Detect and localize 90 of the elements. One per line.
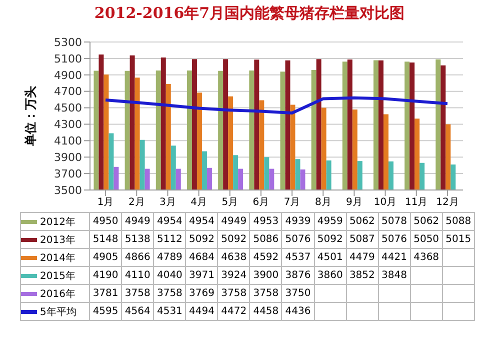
data-label: 4638: [218, 248, 250, 266]
y-tick-label: 4100: [54, 134, 82, 148]
data-label: 3860: [314, 266, 346, 284]
data-label: 4110: [122, 266, 154, 284]
y-tick-label: 4700: [54, 85, 82, 98]
data-label: 5078: [378, 212, 410, 230]
data-label: 4458: [250, 302, 282, 320]
data-label: 4939: [282, 212, 314, 230]
y-tick-label: 4500: [54, 102, 82, 115]
data-label: 4949: [122, 212, 154, 230]
data-label: 3758: [122, 284, 154, 302]
data-label: 5112: [154, 230, 186, 248]
data-label: 3758: [154, 284, 186, 302]
data-label: 4479: [346, 248, 378, 266]
data-label: 4953: [250, 212, 282, 230]
y-tick-label: 5300: [54, 36, 82, 49]
data-label: 3924: [218, 266, 250, 284]
data-label: 4421: [378, 248, 410, 266]
data-label: 5138: [122, 230, 154, 248]
data-label: 5050: [410, 230, 442, 248]
data-label: 4954: [154, 212, 186, 230]
data-label: 4905: [90, 248, 122, 266]
y-tick-label: 3900: [54, 151, 82, 164]
y-tick-label: 3500: [54, 184, 82, 197]
data-label: 4954: [186, 212, 218, 230]
x-tick-label: 11月: [405, 197, 428, 208]
data-label: 4501: [314, 248, 346, 266]
data-label: 5076: [378, 230, 410, 248]
x-tick-label: 4月: [190, 197, 207, 208]
data-label: 3750: [282, 284, 314, 302]
data-label: 4531: [154, 302, 186, 320]
data-label: 4494: [186, 302, 218, 320]
data-label: 5087: [346, 230, 378, 248]
x-tick-label: 2月: [128, 197, 145, 208]
data-label: 4472: [218, 302, 250, 320]
data-label: 4595: [90, 302, 122, 320]
x-tick-label: 10月: [374, 197, 397, 208]
x-tick-label: 1月: [97, 197, 114, 208]
y-axis-title: 单位：万头: [23, 86, 38, 147]
x-tick-label: 7月: [284, 197, 300, 208]
data-label: 3971: [186, 266, 218, 284]
data-label: 3876: [282, 266, 314, 284]
x-tick-label: 3月: [160, 197, 176, 208]
data-label: 3758: [250, 284, 282, 302]
data-label: 4684: [186, 248, 218, 266]
data-label: 4959: [314, 212, 346, 230]
x-tick-label: 6月: [252, 197, 270, 208]
legend-label: 2015年: [40, 270, 76, 282]
data-label: 5062: [346, 212, 378, 230]
legend-label: 2014年: [40, 252, 76, 264]
data-label: 5086: [250, 230, 282, 248]
y-tick-label: 4300: [54, 118, 82, 132]
data-label: 5092: [314, 230, 346, 248]
data-label: 5148: [90, 230, 122, 248]
x-tick-label: 12月: [436, 197, 459, 208]
data-label: 4040: [154, 266, 186, 284]
data-label: 4436: [282, 302, 314, 320]
data-label: 4368: [410, 248, 442, 266]
x-tick-label: 9月: [346, 197, 362, 208]
data-label: 3848: [378, 266, 410, 284]
data-label: 5015: [442, 230, 474, 248]
data-label: 4190: [90, 266, 122, 284]
data-label: 4592: [250, 248, 282, 266]
data-label: 5092: [186, 230, 218, 248]
data-label: 3769: [186, 284, 218, 302]
chart-title: 2012-2016年7月国内能繁母猪存栏量对比图: [93, 4, 406, 23]
data-label: 5092: [218, 230, 250, 248]
x-tick-label: 8月: [314, 197, 332, 208]
data-label: 4950: [90, 212, 122, 230]
data-label: 3852: [346, 266, 378, 284]
data-label: 3758: [218, 284, 250, 302]
data-label: 3900: [250, 266, 282, 284]
data-label: 5062: [410, 212, 442, 230]
legend-label: 2012年: [40, 216, 76, 228]
legend-label: 2016年: [40, 288, 76, 300]
y-tick-label: 3700: [54, 167, 82, 180]
data-label: 4866: [122, 248, 154, 266]
data-label: 4564: [122, 302, 154, 320]
legend-label: 2013年: [40, 234, 76, 246]
data-label: 4949: [218, 212, 250, 230]
data-label: 5076: [282, 230, 314, 248]
data-label: 5088: [442, 212, 474, 230]
x-tick-label: 5月: [222, 197, 238, 208]
y-tick-label: 5100: [54, 52, 82, 66]
data-label: 3781: [90, 284, 122, 302]
data-label: 4537: [282, 248, 314, 266]
data-label: 4789: [154, 248, 186, 266]
y-tick-label: 4900: [54, 68, 82, 82]
legend-label: 5年平均: [40, 306, 76, 318]
line-series: [104, 96, 449, 115]
